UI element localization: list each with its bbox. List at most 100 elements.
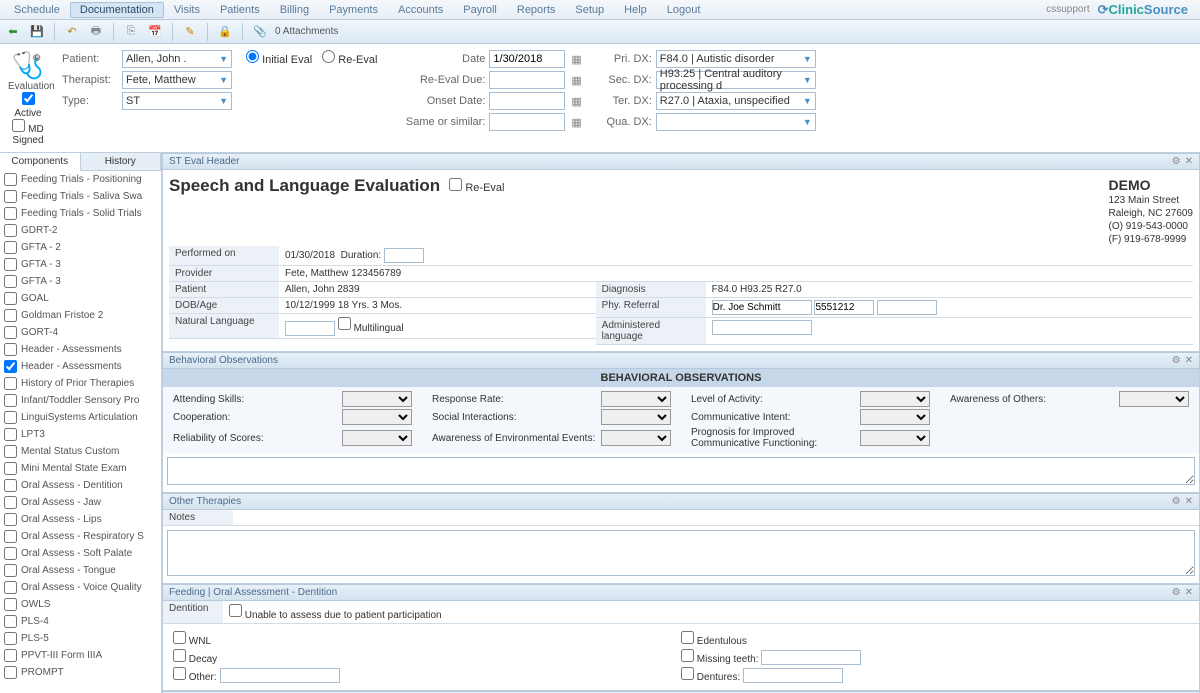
- sidebar-item[interactable]: PROMPT: [0, 664, 161, 681]
- re-eval-radio[interactable]: Re-Eval: [322, 50, 377, 66]
- menu-accounts[interactable]: Accounts: [388, 2, 453, 18]
- duration-input[interactable]: [384, 248, 424, 263]
- mdsigned-checkbox[interactable]: MD Signed: [8, 119, 48, 146]
- menu-logout[interactable]: Logout: [657, 2, 711, 18]
- menu-reports[interactable]: Reports: [507, 2, 566, 18]
- sidebar-item[interactable]: Oral Assess - Dentition: [0, 477, 161, 494]
- multilingual-checkbox[interactable]: Multilingual: [338, 323, 404, 334]
- menu-payments[interactable]: Payments: [319, 2, 388, 18]
- sidebar-item[interactable]: GORT-4: [0, 324, 161, 341]
- sidebar-item[interactable]: Oral Assess - Lips: [0, 511, 161, 528]
- beh-select[interactable]: [601, 391, 671, 407]
- calendar-picker-icon[interactable]: ▦: [571, 53, 581, 66]
- back-icon[interactable]: ⬅: [4, 23, 22, 41]
- panel-header-beh[interactable]: Behavioral Observations⚙✕: [162, 352, 1200, 369]
- close-icon[interactable]: ✕: [1185, 156, 1193, 167]
- sidebar-item[interactable]: PLS-5: [0, 630, 161, 647]
- other-notes-textarea[interactable]: [167, 530, 1195, 576]
- natlang-input[interactable]: [285, 321, 335, 336]
- attach-icon[interactable]: 📎: [251, 23, 269, 41]
- pri-dx-select[interactable]: F84.0 | Autistic disorder▼: [656, 50, 816, 68]
- menu-help[interactable]: Help: [614, 2, 657, 18]
- date-input[interactable]: [489, 50, 565, 68]
- calendar-icon[interactable]: 📅: [146, 23, 164, 41]
- panel-header-other[interactable]: Other Therapies⚙✕: [162, 493, 1200, 510]
- sidebar-item[interactable]: GFTA - 3: [0, 256, 161, 273]
- reeval-checkbox[interactable]: Re-Eval: [449, 182, 504, 194]
- gear-icon[interactable]: ⚙: [1172, 156, 1181, 167]
- menu-billing[interactable]: Billing: [270, 2, 319, 18]
- sidebar-item[interactable]: PPVT-III Form IIIA: [0, 647, 161, 664]
- dentures-input[interactable]: [743, 668, 843, 683]
- same-similar-input[interactable]: [489, 113, 565, 131]
- decay-checkbox[interactable]: Decay: [173, 649, 217, 665]
- other-input[interactable]: [220, 668, 340, 683]
- close-icon[interactable]: ✕: [1185, 355, 1193, 366]
- initial-eval-radio[interactable]: Initial Eval: [246, 50, 312, 66]
- reeval-due-input[interactable]: [489, 71, 565, 89]
- onset-input[interactable]: [489, 92, 565, 110]
- beh-select[interactable]: [342, 409, 412, 425]
- sidebar-item[interactable]: Oral Assess - Respiratory S: [0, 528, 161, 545]
- menu-visits[interactable]: Visits: [164, 2, 210, 18]
- calendar-picker-icon[interactable]: ▦: [571, 95, 581, 108]
- sidebar-item[interactable]: Goldman Fristoe 2: [0, 307, 161, 324]
- menu-patients[interactable]: Patients: [210, 2, 270, 18]
- sidebar-item[interactable]: Feeding Trials - Positioning: [0, 171, 161, 188]
- wnl-checkbox[interactable]: WNL: [173, 631, 211, 647]
- sidebar-item[interactable]: Mini Mental State Exam: [0, 460, 161, 477]
- phy-num-input[interactable]: [814, 300, 874, 315]
- sidebar-item[interactable]: Header - Assessments: [0, 341, 161, 358]
- beh-select[interactable]: [342, 430, 412, 446]
- gear-icon[interactable]: ⚙: [1172, 355, 1181, 366]
- sidebar-item[interactable]: History of Prior Therapies: [0, 375, 161, 392]
- patient-select[interactable]: Allen, John .▼: [122, 50, 232, 68]
- panel-header-steval[interactable]: ST Eval Header⚙✕: [162, 153, 1200, 170]
- menu-schedule[interactable]: Schedule: [4, 2, 70, 18]
- calendar-picker-icon[interactable]: ▦: [571, 74, 581, 87]
- phy-name-input[interactable]: [712, 300, 812, 315]
- other-checkbox[interactable]: Other:: [173, 667, 217, 683]
- sidebar-item[interactable]: Feeding Trials - Saliva Swa: [0, 188, 161, 205]
- sidebar-item[interactable]: GFTA - 3: [0, 273, 161, 290]
- menu-payroll[interactable]: Payroll: [453, 2, 507, 18]
- sidebar-item[interactable]: GDRT-2: [0, 222, 161, 239]
- sidebar-item[interactable]: GFTA - 2: [0, 239, 161, 256]
- beh-select[interactable]: [342, 391, 412, 407]
- sidebar-item[interactable]: Feeding Trials - Solid Trials: [0, 205, 161, 222]
- unable-checkbox[interactable]: Unable to assess due to patient particip…: [229, 610, 442, 621]
- undo-icon[interactable]: ↶: [63, 23, 81, 41]
- sidebar-item[interactable]: Header - Assessments: [0, 358, 161, 375]
- sidebar-item[interactable]: LPT3: [0, 426, 161, 443]
- missing-checkbox[interactable]: Missing teeth:: [681, 649, 758, 665]
- component-list[interactable]: Feeding Trials - PositioningFeeding Tria…: [0, 171, 161, 693]
- sidebar-item[interactable]: Oral Assess - Soft Palate: [0, 545, 161, 562]
- phy-extra-input[interactable]: [877, 300, 937, 315]
- therapist-select[interactable]: Fete, Matthew▼: [122, 71, 232, 89]
- ter-dx-select[interactable]: R27.0 | Ataxia, unspecified▼: [656, 92, 816, 110]
- sidebar-item[interactable]: Infant/Toddler Sensory Pro: [0, 392, 161, 409]
- menu-setup[interactable]: Setup: [565, 2, 614, 18]
- edentulous-checkbox[interactable]: Edentulous: [681, 631, 747, 647]
- sidebar-item[interactable]: LinguiSystems Articulation: [0, 409, 161, 426]
- panel-header-feeding[interactable]: Feeding | Oral Assessment - Dentition⚙✕: [162, 584, 1200, 601]
- sidebar-item[interactable]: PLS-4: [0, 613, 161, 630]
- tab-history[interactable]: History: [81, 153, 162, 170]
- adminlang-input[interactable]: [712, 320, 812, 335]
- qua-dx-select[interactable]: ▼: [656, 113, 816, 131]
- beh-select[interactable]: [1119, 391, 1189, 407]
- sec-dx-select[interactable]: H93.25 | Central auditory processing d▼: [656, 71, 816, 89]
- active-checkbox[interactable]: Active: [8, 92, 48, 119]
- close-icon[interactable]: ✕: [1185, 496, 1193, 507]
- beh-select[interactable]: [860, 409, 930, 425]
- calendar-picker-icon[interactable]: ▦: [571, 116, 581, 129]
- beh-notes-textarea[interactable]: [167, 457, 1195, 485]
- sidebar-item[interactable]: Oral Assess - Jaw: [0, 494, 161, 511]
- edit-icon[interactable]: ✎: [181, 23, 199, 41]
- print-icon[interactable]: 🖶: [87, 23, 105, 41]
- sidebar-item[interactable]: Oral Assess - Tongue: [0, 562, 161, 579]
- menu-documentation[interactable]: Documentation: [70, 2, 164, 18]
- close-icon[interactable]: ✕: [1185, 587, 1193, 598]
- beh-select[interactable]: [860, 430, 930, 446]
- beh-select[interactable]: [601, 430, 671, 446]
